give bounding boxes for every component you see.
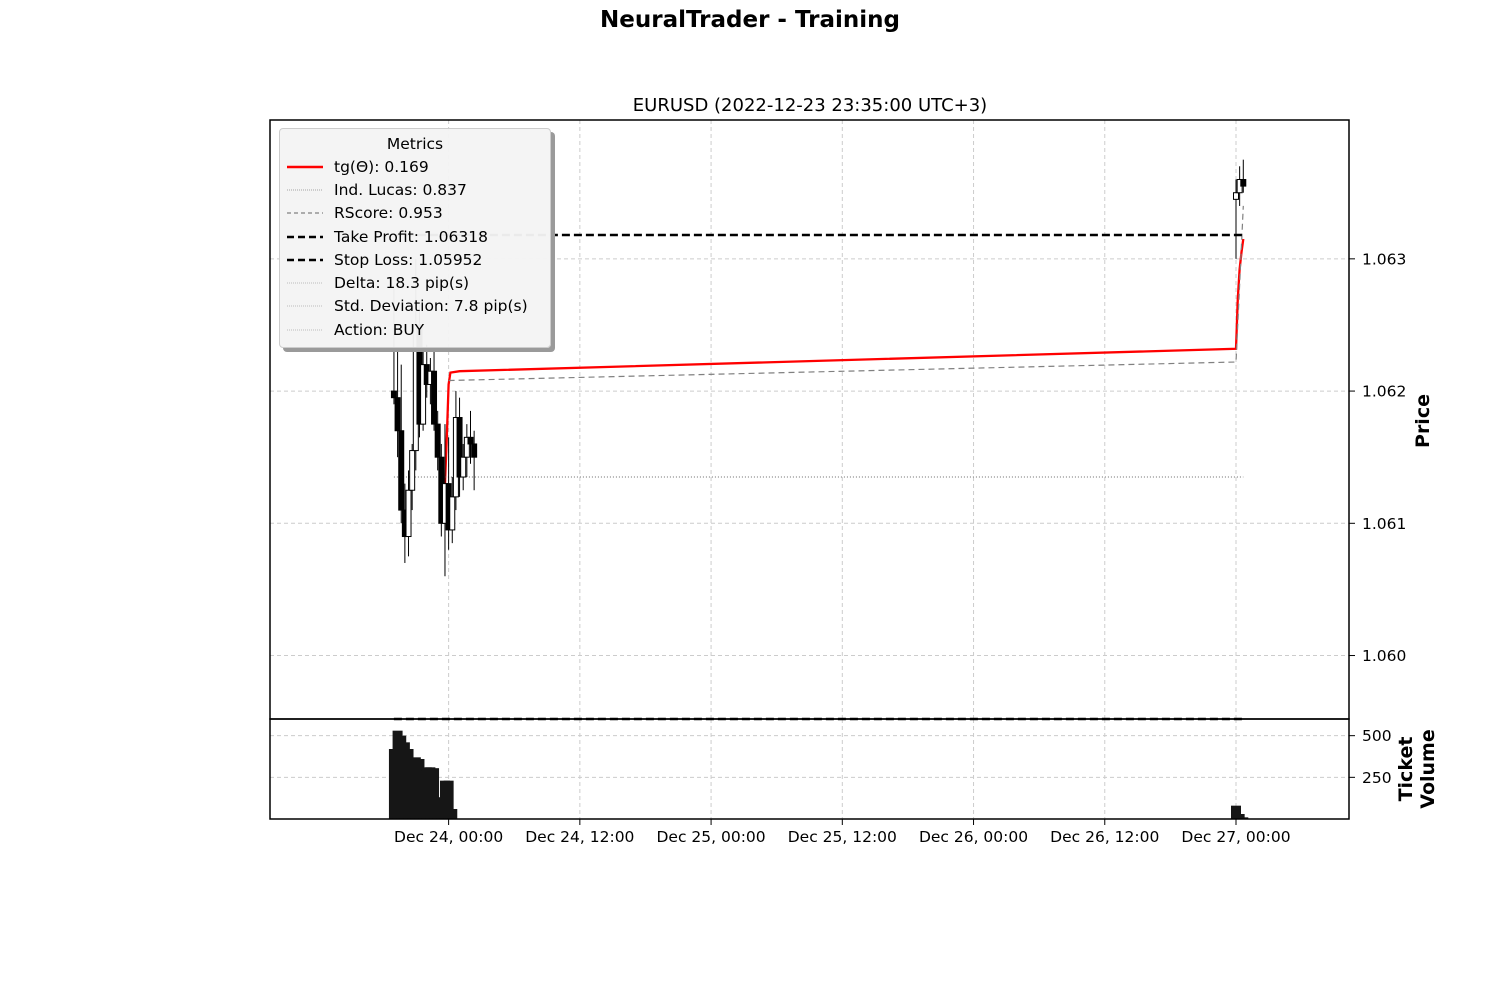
legend-entry: RScore: 0.953 xyxy=(280,202,550,225)
legend-swatch xyxy=(287,162,323,172)
candle-body xyxy=(456,417,463,478)
legend-label: Ind. Lucas: 0.837 xyxy=(334,180,467,199)
legend-entry: Delta: 18.3 pip(s) xyxy=(280,271,550,294)
x-tick-label: Dec 25, 00:00 xyxy=(656,828,765,846)
volume-panel-frame xyxy=(269,718,1350,820)
x-tick-label: Dec 24, 00:00 xyxy=(394,828,503,846)
chart-title: EURUSD (2022-12-23 23:35:00 UTC+3) xyxy=(633,95,987,116)
candle-body xyxy=(434,423,441,458)
candle-layer xyxy=(390,159,1247,577)
volume-bar xyxy=(447,809,458,819)
legend-label: tg(Θ): 0.169 xyxy=(334,157,429,176)
volume-layer xyxy=(388,730,1249,819)
series-line-0 xyxy=(443,238,1245,484)
volume-tick-label: 250 xyxy=(1362,769,1392,787)
price-tick-label: 1.063 xyxy=(1362,250,1406,268)
volume-axis: 250 500 xyxy=(1349,727,1392,787)
legend-swatch xyxy=(287,185,323,195)
candle-body xyxy=(394,397,401,432)
price-axis: 1.060 1.061 1.062 1.063 xyxy=(1349,250,1406,665)
price-tick-label: 1.062 xyxy=(1362,383,1406,401)
legend-swatch xyxy=(287,325,323,335)
candle-body xyxy=(398,430,405,511)
legend-entry: Ind. Lucas: 0.837 xyxy=(280,178,550,201)
legend-label: Take Profit: 1.06318 xyxy=(334,227,488,246)
volume-bar xyxy=(1230,805,1241,819)
legend-swatch xyxy=(287,301,323,311)
volume-axis-label-line: Ticket xyxy=(1395,737,1417,802)
x-tick-label: Dec 27, 00:00 xyxy=(1181,828,1290,846)
price-tick-label: 1.060 xyxy=(1362,647,1406,665)
x-tick-label: Dec 24, 12:00 xyxy=(525,828,634,846)
legend-entry: tg(Θ): 0.169 xyxy=(280,155,550,178)
x-tick-label: Dec 25, 12:00 xyxy=(788,828,897,846)
volume-bar xyxy=(429,768,440,819)
legend-swatch xyxy=(287,278,323,288)
price-tick-label: 1.061 xyxy=(1362,515,1406,533)
candle-body xyxy=(471,443,478,458)
legend-entry: Std. Deviation: 7.8 pip(s) xyxy=(280,295,550,318)
candle-body xyxy=(409,450,416,491)
volume-axis-label-line: Volume xyxy=(1417,729,1439,808)
x-tick-label: Dec 26, 12:00 xyxy=(1050,828,1159,846)
x-tick-label: Dec 26, 00:00 xyxy=(919,828,1028,846)
legend-entry: Action: BUY xyxy=(280,318,550,341)
candle-body xyxy=(463,436,470,458)
legend-label: RScore: 0.953 xyxy=(334,204,443,223)
candle-body xyxy=(431,370,438,425)
x-axis: Dec 24, 00:00 Dec 24, 12:00 Dec 25, 00:00 D… xyxy=(394,819,1291,846)
candle-body xyxy=(420,364,427,425)
candle-body xyxy=(1240,179,1247,187)
candle-body xyxy=(467,436,474,445)
volume-bar xyxy=(1234,814,1245,819)
legend-label: Std. Deviation: 7.8 pip(s) xyxy=(334,297,528,316)
legend-label: Action: BUY xyxy=(334,320,425,339)
legend-label: Delta: 18.3 pip(s) xyxy=(334,274,470,293)
candle-body xyxy=(405,489,412,538)
legend-title: Metrics xyxy=(386,135,444,153)
legend-label: Stop Loss: 1.05952 xyxy=(334,250,483,269)
volume-bar xyxy=(443,780,454,819)
candle-body xyxy=(449,496,456,531)
series-line-2 xyxy=(448,205,1244,382)
legend-swatch xyxy=(287,232,323,242)
candle-body xyxy=(390,390,397,399)
volume-axis-label: TicketVolume xyxy=(1395,729,1439,808)
legend-entry: Stop Loss: 1.05952 xyxy=(280,248,550,271)
legend-swatch xyxy=(287,208,323,218)
volume-bar xyxy=(1238,817,1249,819)
volume-grid xyxy=(270,719,1349,819)
legend-entry: Take Profit: 1.06318 xyxy=(280,225,550,248)
legend-swatch xyxy=(287,255,323,265)
candle-body xyxy=(1232,192,1239,200)
price-axis-label: Price xyxy=(1412,394,1434,448)
figure-title: NeuralTrader - Training xyxy=(600,7,900,33)
volume-tick-label: 500 xyxy=(1362,727,1392,745)
legend: Metrics tg(Θ): 0.169 Ind. Lucas: 0.837 RSc… xyxy=(279,128,551,348)
candle-body xyxy=(460,456,467,478)
